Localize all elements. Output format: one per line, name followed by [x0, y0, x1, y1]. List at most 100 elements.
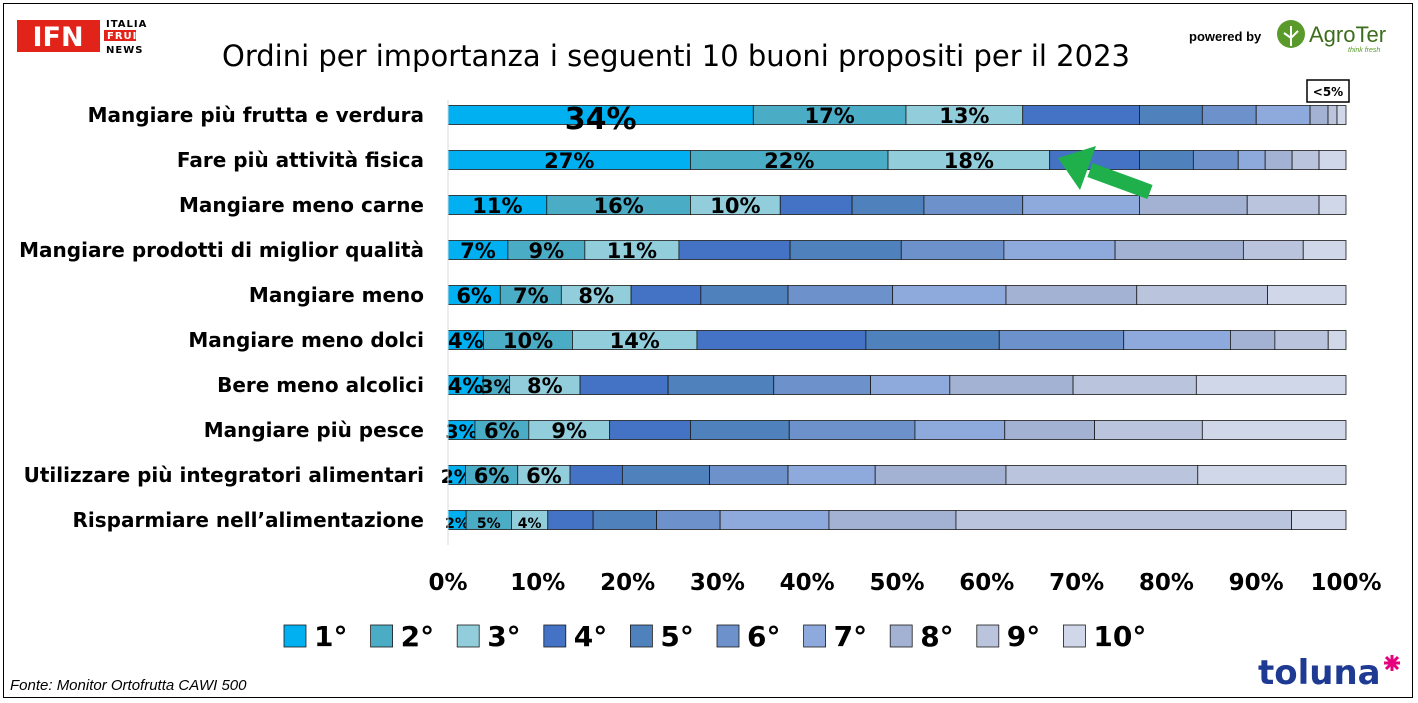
ifn-logo-mark: IFN	[32, 22, 83, 53]
bar-segment	[870, 375, 951, 395]
bar-segment	[874, 465, 1007, 485]
x-axis-ticks: 0% 10% 20% 30% 40% 50% 60% 70% 80% 90% 100%	[428, 570, 1381, 596]
ifn-logo-box	[17, 20, 100, 52]
data-label: 6%	[456, 284, 492, 308]
data-label: 7%	[513, 284, 549, 308]
x-tick-label: 100%	[1310, 570, 1381, 596]
arrow-head	[1058, 146, 1096, 190]
legend-swatch	[803, 624, 826, 648]
data-label: 3%	[480, 376, 512, 398]
category-label: Mangiare meno carne	[179, 193, 424, 217]
data-label: 16%	[593, 194, 643, 218]
bar-segment	[1004, 420, 1095, 440]
chart-title: Ordini per importanza i seguenti 10 buon…	[222, 39, 1130, 73]
bar-segment	[955, 510, 1292, 530]
bar-segment	[787, 285, 894, 305]
bar-segment	[923, 195, 1024, 215]
x-tick-label: 30%	[690, 570, 745, 596]
data-label: 10%	[503, 329, 553, 353]
bar-segment	[914, 420, 1006, 440]
data-label: 6%	[526, 464, 562, 488]
legend-swatch	[1063, 624, 1086, 648]
agroter-tagline: think fresh	[1348, 47, 1380, 54]
bar-segment	[779, 195, 853, 215]
bar-segment	[700, 285, 789, 305]
bar-segment	[621, 465, 710, 485]
category-label: Mangiare più pesce	[204, 418, 424, 442]
bar-segment	[1291, 510, 1347, 530]
toluna-logo: toluna	[1258, 653, 1400, 693]
bar-segment	[865, 330, 1000, 350]
data-label: 5%	[477, 516, 501, 532]
legend-label: 5°	[660, 620, 693, 653]
category-label: Bere meno alcolici	[217, 373, 424, 397]
data-label: 6%	[484, 419, 520, 443]
agroter-logo: AgroTer think fresh	[1277, 20, 1386, 54]
data-label: 13%	[939, 104, 989, 128]
category-label: Mangiare meno dolci	[188, 328, 424, 352]
bar-segment	[656, 510, 721, 530]
legend: 1° 2° 3° 4° 5° 6° 7° 8° 9° 10°	[283, 620, 1146, 653]
bar-segment	[709, 465, 789, 485]
bar-segment	[1197, 465, 1347, 485]
legend-label: 7°	[834, 620, 867, 653]
bar-segment	[1003, 240, 1116, 260]
bar-segment	[1094, 420, 1203, 440]
legend-swatch	[283, 624, 307, 648]
bar-segment	[1230, 330, 1276, 350]
bar-segment	[1274, 330, 1329, 350]
x-tick-label: 10%	[510, 570, 565, 596]
bar-segment	[667, 375, 775, 395]
bar-segment	[690, 420, 790, 440]
data-label: 8%	[527, 374, 563, 398]
bar-segment	[1139, 195, 1248, 215]
bar-segment	[696, 330, 867, 350]
bar-segment	[609, 420, 691, 440]
bar-segment	[592, 510, 658, 530]
bar-segment	[949, 375, 1074, 395]
bar-segment	[678, 240, 791, 260]
legend-swatch	[889, 624, 913, 648]
data-label: 4%	[518, 516, 542, 532]
bar-segment	[1022, 105, 1140, 125]
bar-segment	[900, 240, 1005, 260]
data-label: 8%	[578, 284, 614, 308]
x-tick-label: 60%	[959, 570, 1014, 596]
bar-segment	[1139, 150, 1194, 170]
data-label: 3%	[445, 421, 477, 443]
bar-segment	[892, 285, 1007, 305]
legend-label: 8°	[920, 620, 953, 653]
category-label: Mangiare meno	[249, 283, 424, 307]
legend-swatch	[976, 624, 1000, 648]
data-label: 6%	[474, 464, 510, 488]
bar-segment	[1237, 150, 1266, 170]
x-tick-label: 80%	[1139, 570, 1194, 596]
bar-segment	[1336, 105, 1347, 125]
category-label: Mangiare prodotti di miglior qualità	[19, 238, 424, 262]
data-label: 27%	[544, 149, 594, 173]
legend-label: 2°	[401, 620, 434, 653]
legend-swatch	[370, 624, 394, 648]
bar-segment	[579, 375, 669, 395]
data-label: 2%	[445, 516, 469, 532]
data-label: 7%	[460, 239, 496, 263]
bar-segment	[1267, 285, 1347, 305]
data-label: 18%	[944, 149, 994, 173]
bar-segment	[1195, 375, 1347, 395]
bar-segment	[569, 465, 623, 485]
bar-segment	[1139, 105, 1203, 125]
data-label: 22%	[764, 149, 814, 173]
bar-segment	[1242, 240, 1304, 260]
category-labels: Mangiare più frutta e verdura Fare più at…	[19, 103, 424, 532]
asterisk-icon	[1384, 655, 1400, 671]
bar-segment	[1246, 195, 1320, 215]
ifn-logo-line-3: NEWS	[106, 45, 143, 56]
bar-segment	[1005, 285, 1138, 305]
legend-label: 9°	[1007, 620, 1040, 653]
bar-segment	[1005, 465, 1199, 485]
x-tick-label: 20%	[600, 570, 655, 596]
x-tick-label: 40%	[780, 570, 835, 596]
x-tick-label: 50%	[869, 570, 924, 596]
bar-segment	[630, 285, 702, 305]
